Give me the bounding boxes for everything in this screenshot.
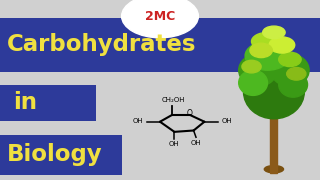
Ellipse shape [252, 32, 284, 50]
Text: OH: OH [133, 118, 144, 124]
FancyBboxPatch shape [0, 18, 320, 72]
Ellipse shape [264, 166, 284, 173]
Ellipse shape [271, 54, 309, 86]
Text: Carbohydrates: Carbohydrates [6, 33, 196, 57]
Ellipse shape [245, 41, 290, 70]
Circle shape [122, 0, 198, 38]
Text: O: O [187, 109, 193, 118]
Ellipse shape [269, 37, 295, 53]
Text: OH: OH [221, 118, 232, 124]
Ellipse shape [239, 54, 277, 86]
FancyBboxPatch shape [0, 85, 96, 121]
Ellipse shape [239, 70, 268, 95]
FancyBboxPatch shape [0, 135, 122, 175]
Bar [270, 110, 277, 173]
Text: OH: OH [169, 141, 180, 147]
Ellipse shape [263, 26, 285, 39]
Text: in: in [13, 91, 37, 114]
Text: Biology: Biology [6, 143, 102, 166]
Ellipse shape [287, 68, 306, 80]
Text: 2MC: 2MC [145, 10, 175, 23]
Text: OH: OH [191, 140, 201, 146]
Ellipse shape [242, 60, 261, 73]
Ellipse shape [244, 65, 304, 119]
Ellipse shape [279, 72, 308, 97]
Ellipse shape [250, 43, 272, 58]
Text: CH₂OH: CH₂OH [162, 98, 185, 103]
Ellipse shape [279, 52, 301, 67]
